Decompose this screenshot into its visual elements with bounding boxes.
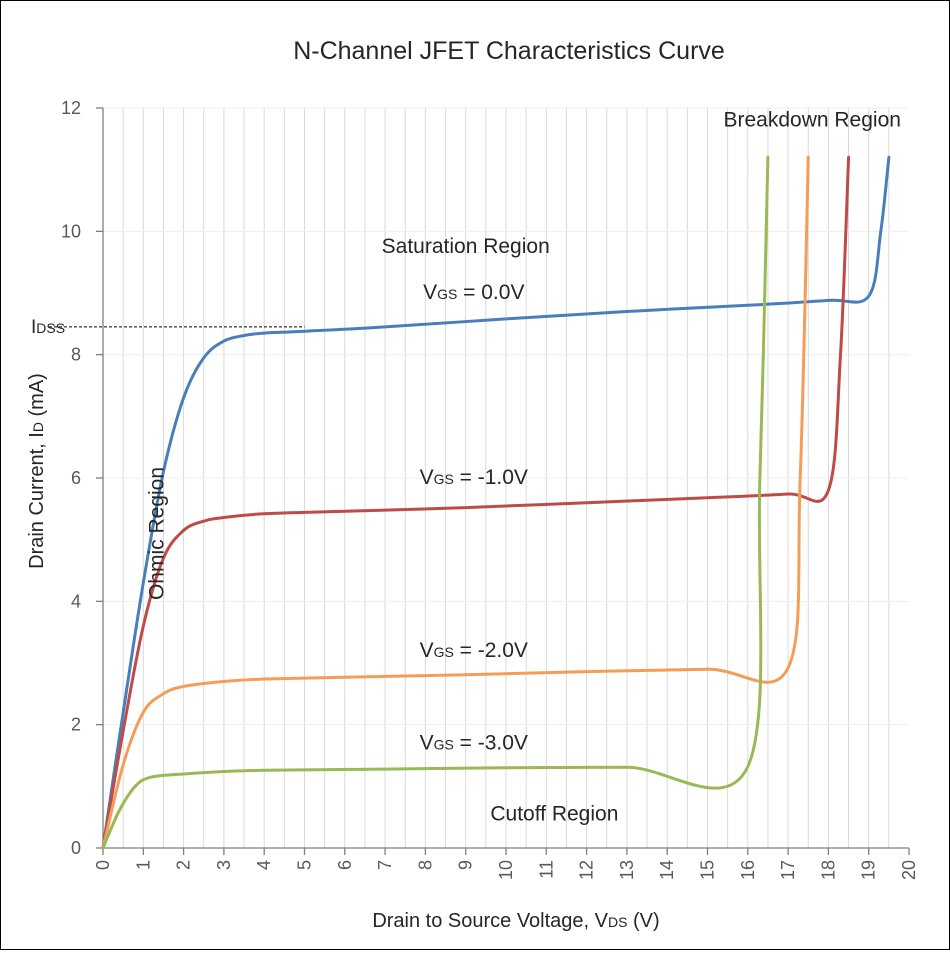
y-tick-label: 6 xyxy=(71,468,81,488)
x-tick-label: 6 xyxy=(335,860,355,870)
y-tick-label: 4 xyxy=(71,591,81,611)
x-tick-label: 13 xyxy=(617,860,637,880)
x-tick-label: 12 xyxy=(577,860,597,880)
x-tick-label: 4 xyxy=(254,860,274,870)
x-tick-label: 16 xyxy=(738,860,758,880)
region-annotation-2: Cutoff Region xyxy=(490,802,618,825)
y-tick-label: 8 xyxy=(71,345,81,365)
y-axis-title-tail: (mA) xyxy=(26,373,48,422)
y-tick-label: 10 xyxy=(61,221,81,241)
region-annotation-0: Saturation Region xyxy=(382,235,550,258)
x-tick-label: 1 xyxy=(133,860,153,870)
y-tick-label: 2 xyxy=(71,715,81,735)
series-label-sub: GS xyxy=(434,644,454,660)
x-tick-label: 7 xyxy=(375,860,395,870)
series-label-2: VGS = -2.0V xyxy=(420,639,528,662)
series-label-1: VGS = -1.0V xyxy=(420,466,528,489)
series-line-1 xyxy=(101,155,851,850)
x-tick-label: 5 xyxy=(295,860,315,870)
series-label-rest: = -3.0V xyxy=(454,731,528,754)
series-lines xyxy=(101,155,891,850)
series-label-sub: GS xyxy=(437,286,457,302)
series-line-0 xyxy=(101,155,891,850)
x-axis-title-sub: DS xyxy=(608,914,627,930)
series-label-rest: = -1.0V xyxy=(454,466,528,489)
x-tick-label: 14 xyxy=(657,860,677,880)
x-tick-label: 8 xyxy=(415,860,435,870)
series-label-v: V xyxy=(420,731,434,754)
gridlines xyxy=(103,107,909,848)
x-tick-label: 17 xyxy=(778,860,798,880)
x-tick-label: 15 xyxy=(698,860,718,880)
x-tick-label: 2 xyxy=(174,860,194,870)
y-axis-title-main: Drain Current, I xyxy=(26,432,48,569)
y-tick-label: 12 xyxy=(61,98,81,118)
x-tick-label: 19 xyxy=(859,860,879,880)
idss-label: IDSS xyxy=(31,317,65,338)
chart-title: N-Channel JFET Characteristics Curve xyxy=(293,37,725,65)
series-label-v: V xyxy=(423,281,437,304)
region-annotation-1: Breakdown Region xyxy=(723,109,900,132)
x-tick-label: 9 xyxy=(456,860,476,870)
series-label-sub: GS xyxy=(434,471,454,487)
x-tick-label: 10 xyxy=(496,860,516,880)
series-label-rest: = -2.0V xyxy=(454,639,528,662)
x-tick-label: 18 xyxy=(818,860,838,880)
x-tick-label: 3 xyxy=(214,860,234,870)
x-axis-title-main: Drain to Source Voltage, V xyxy=(372,910,608,932)
x-axis-title-tail: (V) xyxy=(627,910,659,932)
series-line-2 xyxy=(101,155,810,850)
y-tick-label: 0 xyxy=(71,838,81,858)
x-axis-title: Drain to Source Voltage, VDS (V) xyxy=(372,910,659,932)
idss-label-main: I xyxy=(31,317,36,338)
series-label-v: V xyxy=(420,639,434,662)
series-label-0: VGS = 0.0V xyxy=(423,281,524,304)
series-line-3 xyxy=(101,155,770,850)
idss-label-sub: DSS xyxy=(36,320,65,336)
series-label-3: VGS = -3.0V xyxy=(420,731,528,754)
x-tick-label: 11 xyxy=(536,860,556,879)
region-annotation-3: Ohmic Region xyxy=(145,467,168,600)
x-tick-label: 20 xyxy=(899,860,919,880)
y-axis-title-sub: D xyxy=(30,422,46,432)
series-label-v: V xyxy=(420,466,434,489)
y-axis-title: Drain Current, ID (mA) xyxy=(26,373,48,569)
series-label-rest: = 0.0V xyxy=(457,281,524,304)
series-label-sub: GS xyxy=(434,736,454,752)
x-tick-label: 0 xyxy=(93,860,113,870)
